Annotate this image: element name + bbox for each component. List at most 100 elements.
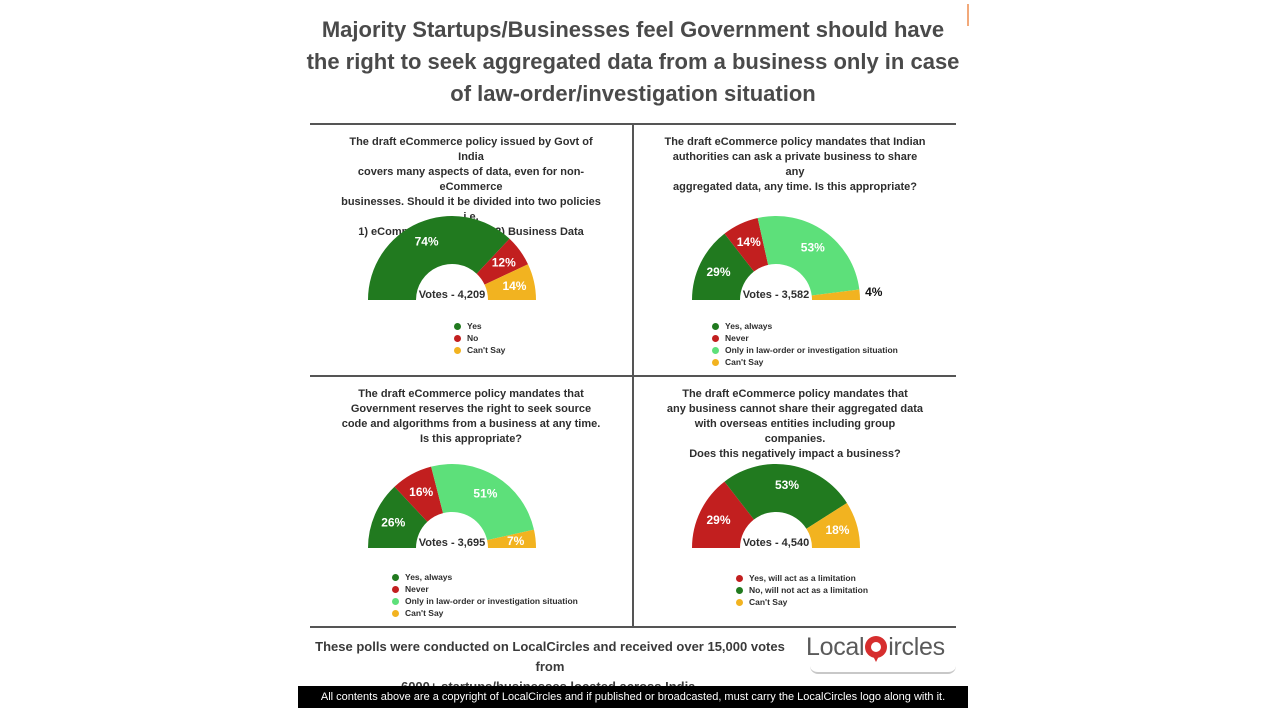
legend-item-law-order: Only in law-order or investigation situa… xyxy=(712,344,898,356)
poll-chart-2: 29% 14% 53% 4% Votes - 3,582 xyxy=(634,215,956,315)
donut-segment xyxy=(487,529,536,548)
logo-swoosh xyxy=(810,666,956,674)
data-label: 74% xyxy=(415,234,439,248)
half-donut-chart-3: 26% 16% 51% 7% Votes - 3,695 xyxy=(368,464,536,549)
logo-text-post: ircles xyxy=(888,633,945,661)
poll-panel-2: The draft eCommerce policy mandates that… xyxy=(634,125,956,375)
title-line-1: Majority Startups/Businesses feel Govern… xyxy=(321,17,945,42)
donut-segment xyxy=(811,289,860,300)
donut-segment xyxy=(476,238,529,285)
data-label: 51% xyxy=(473,486,497,500)
legend-item-cant-say: Can't Say xyxy=(392,607,578,619)
legend-item-cant-say: Can't Say xyxy=(454,344,505,356)
legend-item-yes: Yes xyxy=(454,320,505,332)
localcircles-logo: Local ircles xyxy=(806,633,958,673)
votes-label: Votes - 4,540 xyxy=(743,537,809,549)
legend-item-cant-say: Can't Say xyxy=(712,356,898,368)
half-donut-chart-1: 74% 12% 14% Votes - 4,209 xyxy=(368,216,536,301)
logo-text-pre: Local xyxy=(806,633,865,661)
legend-item-no: No xyxy=(454,332,505,344)
legend-dot xyxy=(712,322,719,330)
data-label: 4% xyxy=(865,285,883,299)
legend-dot xyxy=(392,597,399,605)
legend-dot xyxy=(712,334,719,342)
poll-legend-2: Yes, always Never Only in law-order or i… xyxy=(712,320,898,368)
legend-item-limitation: Yes, will act as a limitation xyxy=(736,572,868,584)
legend-item-never: Never xyxy=(392,583,578,595)
legend-item-no-limitation: No, will not act as a limitation xyxy=(736,584,868,596)
data-label: 18% xyxy=(825,523,849,537)
legend-dot xyxy=(736,586,743,594)
legend-label: Yes, will act as a limitation xyxy=(749,573,856,583)
bottom-divider xyxy=(310,626,956,628)
donut-segment xyxy=(394,466,444,522)
poll-panel-1: The draft eCommerce policy issued by Gov… xyxy=(310,125,632,375)
half-donut-chart-2: 29% 14% 53% 4% Votes - 3,582 xyxy=(692,216,883,301)
donut-segment xyxy=(806,502,860,548)
legend-dot xyxy=(454,334,461,342)
votes-label: Votes - 4,209 xyxy=(419,289,485,301)
legend-label: Can't Say xyxy=(725,357,764,367)
votes-label: Votes - 3,695 xyxy=(419,537,485,549)
data-label: 14% xyxy=(502,279,526,293)
data-label: 29% xyxy=(707,513,731,527)
legend-dot xyxy=(454,322,461,330)
accent-line xyxy=(967,4,969,26)
donut-segment xyxy=(692,481,754,548)
legend-label: Only in law-order or investigation situa… xyxy=(725,345,898,355)
title-line-3: of law-order/investigation situation xyxy=(450,81,816,106)
data-label: 7% xyxy=(507,534,525,548)
donut-segment xyxy=(724,218,769,272)
legend-label: Can't Say xyxy=(467,345,506,355)
legend-item-law-order: Only in law-order or investigation situa… xyxy=(392,595,578,607)
data-label: 53% xyxy=(801,241,825,255)
poll-legend-4: Yes, will act as a limitation No, will n… xyxy=(736,572,868,608)
poll-chart-3: 26% 16% 51% 7% Votes - 3,695 xyxy=(310,463,632,563)
legend-dot xyxy=(736,598,743,606)
center-divider xyxy=(632,125,634,626)
title-line-2: the right to seek aggregated data from a… xyxy=(306,49,960,74)
legend-label: Only in law-order or investigation situa… xyxy=(405,596,578,606)
footer-line-1: These polls were conducted on LocalCircl… xyxy=(315,639,785,674)
legend-dot xyxy=(712,346,719,354)
legend-label: Yes xyxy=(467,321,482,331)
legend-label: Can't Say xyxy=(749,597,788,607)
poll-panel-4: The draft eCommerce policy mandates that… xyxy=(634,377,956,627)
legend-label: No, will not act as a limitation xyxy=(749,585,869,595)
legend-dot xyxy=(454,346,461,354)
donut-segment xyxy=(368,486,428,548)
legend-label: Never xyxy=(725,333,749,343)
poll-panel-3: The draft eCommerce policy mandates that… xyxy=(310,377,632,627)
data-label: 53% xyxy=(775,478,799,492)
legend-label: No xyxy=(467,333,479,343)
donut-segment xyxy=(431,464,534,541)
donut-segment xyxy=(368,216,510,300)
legend-dot xyxy=(392,609,399,617)
data-label: 26% xyxy=(381,516,405,530)
poll-chart-4: 29% 53% 18% Votes - 4,540 xyxy=(634,463,956,563)
data-label: 14% xyxy=(737,235,761,249)
donut-segment xyxy=(692,233,754,300)
legend-label: Never xyxy=(405,584,429,594)
legend-item-cant-say: Can't Say xyxy=(736,596,868,608)
data-label: 16% xyxy=(409,485,433,499)
legend-dot xyxy=(392,585,399,593)
data-label: 12% xyxy=(492,255,516,269)
poll-chart-1: 74% 12% 14% Votes - 4,209 xyxy=(310,215,632,315)
top-divider xyxy=(310,123,956,125)
legend-item-yes-always: Yes, always xyxy=(392,571,578,583)
legend-label: Yes, always xyxy=(725,321,773,331)
legend-item-never: Never xyxy=(712,332,898,344)
main-title: Majority Startups/Businesses feel Govern… xyxy=(298,14,968,110)
votes-label: Votes - 3,582 xyxy=(743,289,809,301)
legend-label: Can't Say xyxy=(405,608,444,618)
copyright-bar: All contents above are a copyright of Lo… xyxy=(298,686,968,708)
legend-item-yes-always: Yes, always xyxy=(712,320,898,332)
poll-question-3: The draft eCommerce policy mandates that… xyxy=(341,388,601,445)
data-label: 29% xyxy=(707,265,731,279)
legend-label: Yes, always xyxy=(405,572,453,582)
poll-question-2: The draft eCommerce policy mandates that… xyxy=(664,136,926,193)
poll-question-1: The draft eCommerce policy issued by Gov… xyxy=(341,136,601,253)
legend-dot xyxy=(712,358,719,366)
poll-legend-3: Yes, always Never Only in law-order or i… xyxy=(392,571,578,619)
